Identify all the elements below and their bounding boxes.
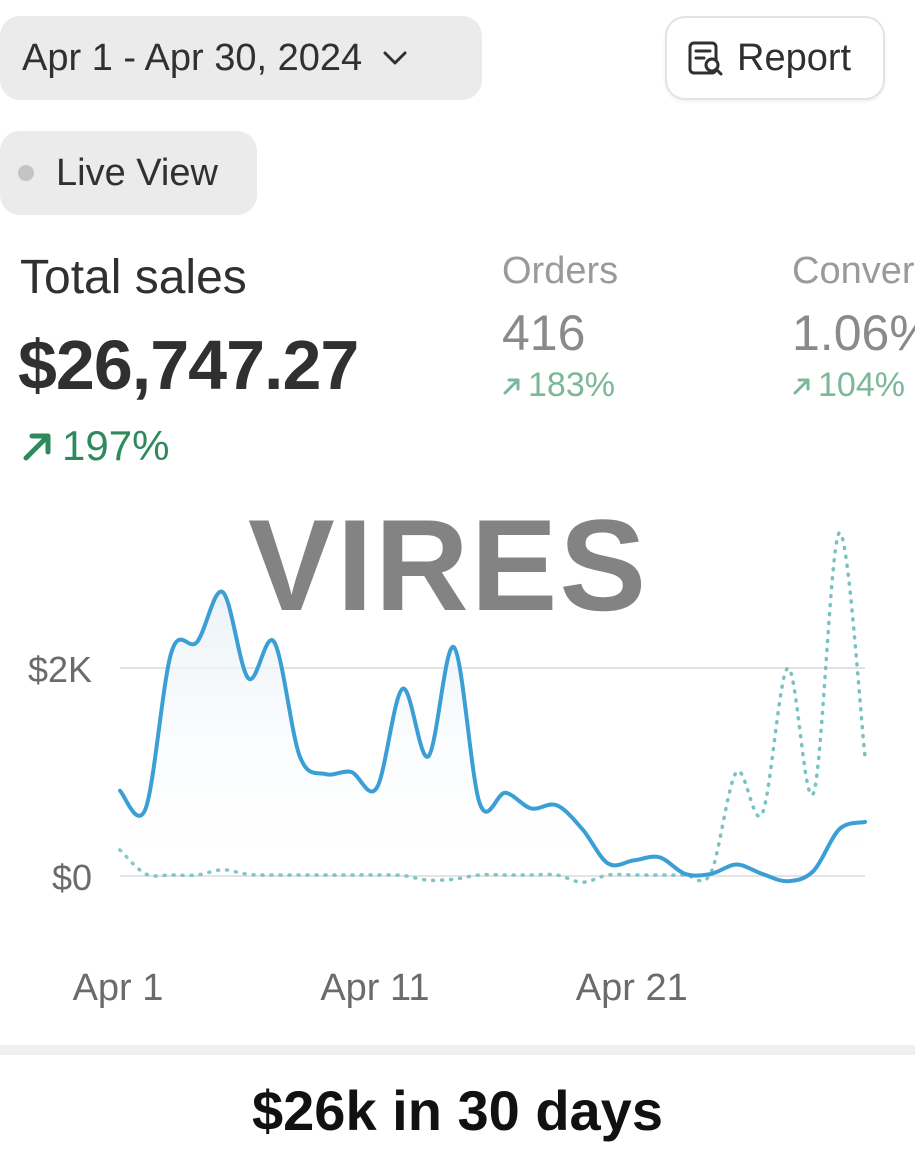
conversion-change: 104% — [792, 366, 905, 405]
orders-change-value: 183% — [528, 366, 615, 404]
divider — [0, 1045, 915, 1055]
live-view-button[interactable]: Live View — [0, 131, 257, 215]
report-label: Report — [737, 36, 852, 79]
arrow-up-right-icon — [20, 428, 56, 464]
primary-series-line — [118, 589, 867, 884]
live-view-label: Live View — [56, 151, 218, 194]
x-tick-label: Apr 11 — [320, 967, 429, 1009]
conversion-change-value: 104% — [818, 366, 905, 404]
x-tick-label: Apr 21 — [576, 967, 688, 1009]
conversion-value: 1.06% — [792, 305, 915, 361]
total-sales-value: $26,747.27 — [18, 326, 359, 404]
orders-title[interactable]: Orders — [502, 250, 619, 292]
arrow-up-right-icon — [792, 376, 812, 396]
arrow-up-right-icon — [502, 376, 522, 396]
total-sales-change: 197% — [20, 422, 169, 470]
date-range-label: Apr 1 - Apr 30, 2024 — [22, 36, 363, 79]
caption: $26k in 30 days — [252, 1079, 663, 1142]
sales-chart: $0 $2K Apr 1 Apr 11 Apr 21 — [28, 531, 867, 1009]
report-button[interactable]: Report — [665, 16, 885, 100]
y-tick-label: $0 — [52, 857, 92, 898]
x-tick-label: Apr 1 — [73, 967, 164, 1009]
report-icon — [685, 38, 725, 78]
date-range-button[interactable]: Apr 1 - Apr 30, 2024 — [0, 16, 482, 100]
total-sales-change-value: 197% — [62, 422, 170, 469]
status-dot-icon — [18, 165, 34, 181]
chevron-down-icon — [380, 43, 410, 73]
total-sales-title: Total sales — [20, 251, 247, 304]
primary-series-area — [120, 591, 865, 896]
orders-change: 183% — [502, 366, 615, 405]
conversion-title[interactable]: Conver — [792, 250, 915, 292]
watermark: VIRES — [248, 492, 649, 638]
orders-value: 416 — [502, 305, 586, 361]
y-tick-label: $2K — [28, 649, 92, 690]
comparison-series-line — [118, 531, 867, 884]
